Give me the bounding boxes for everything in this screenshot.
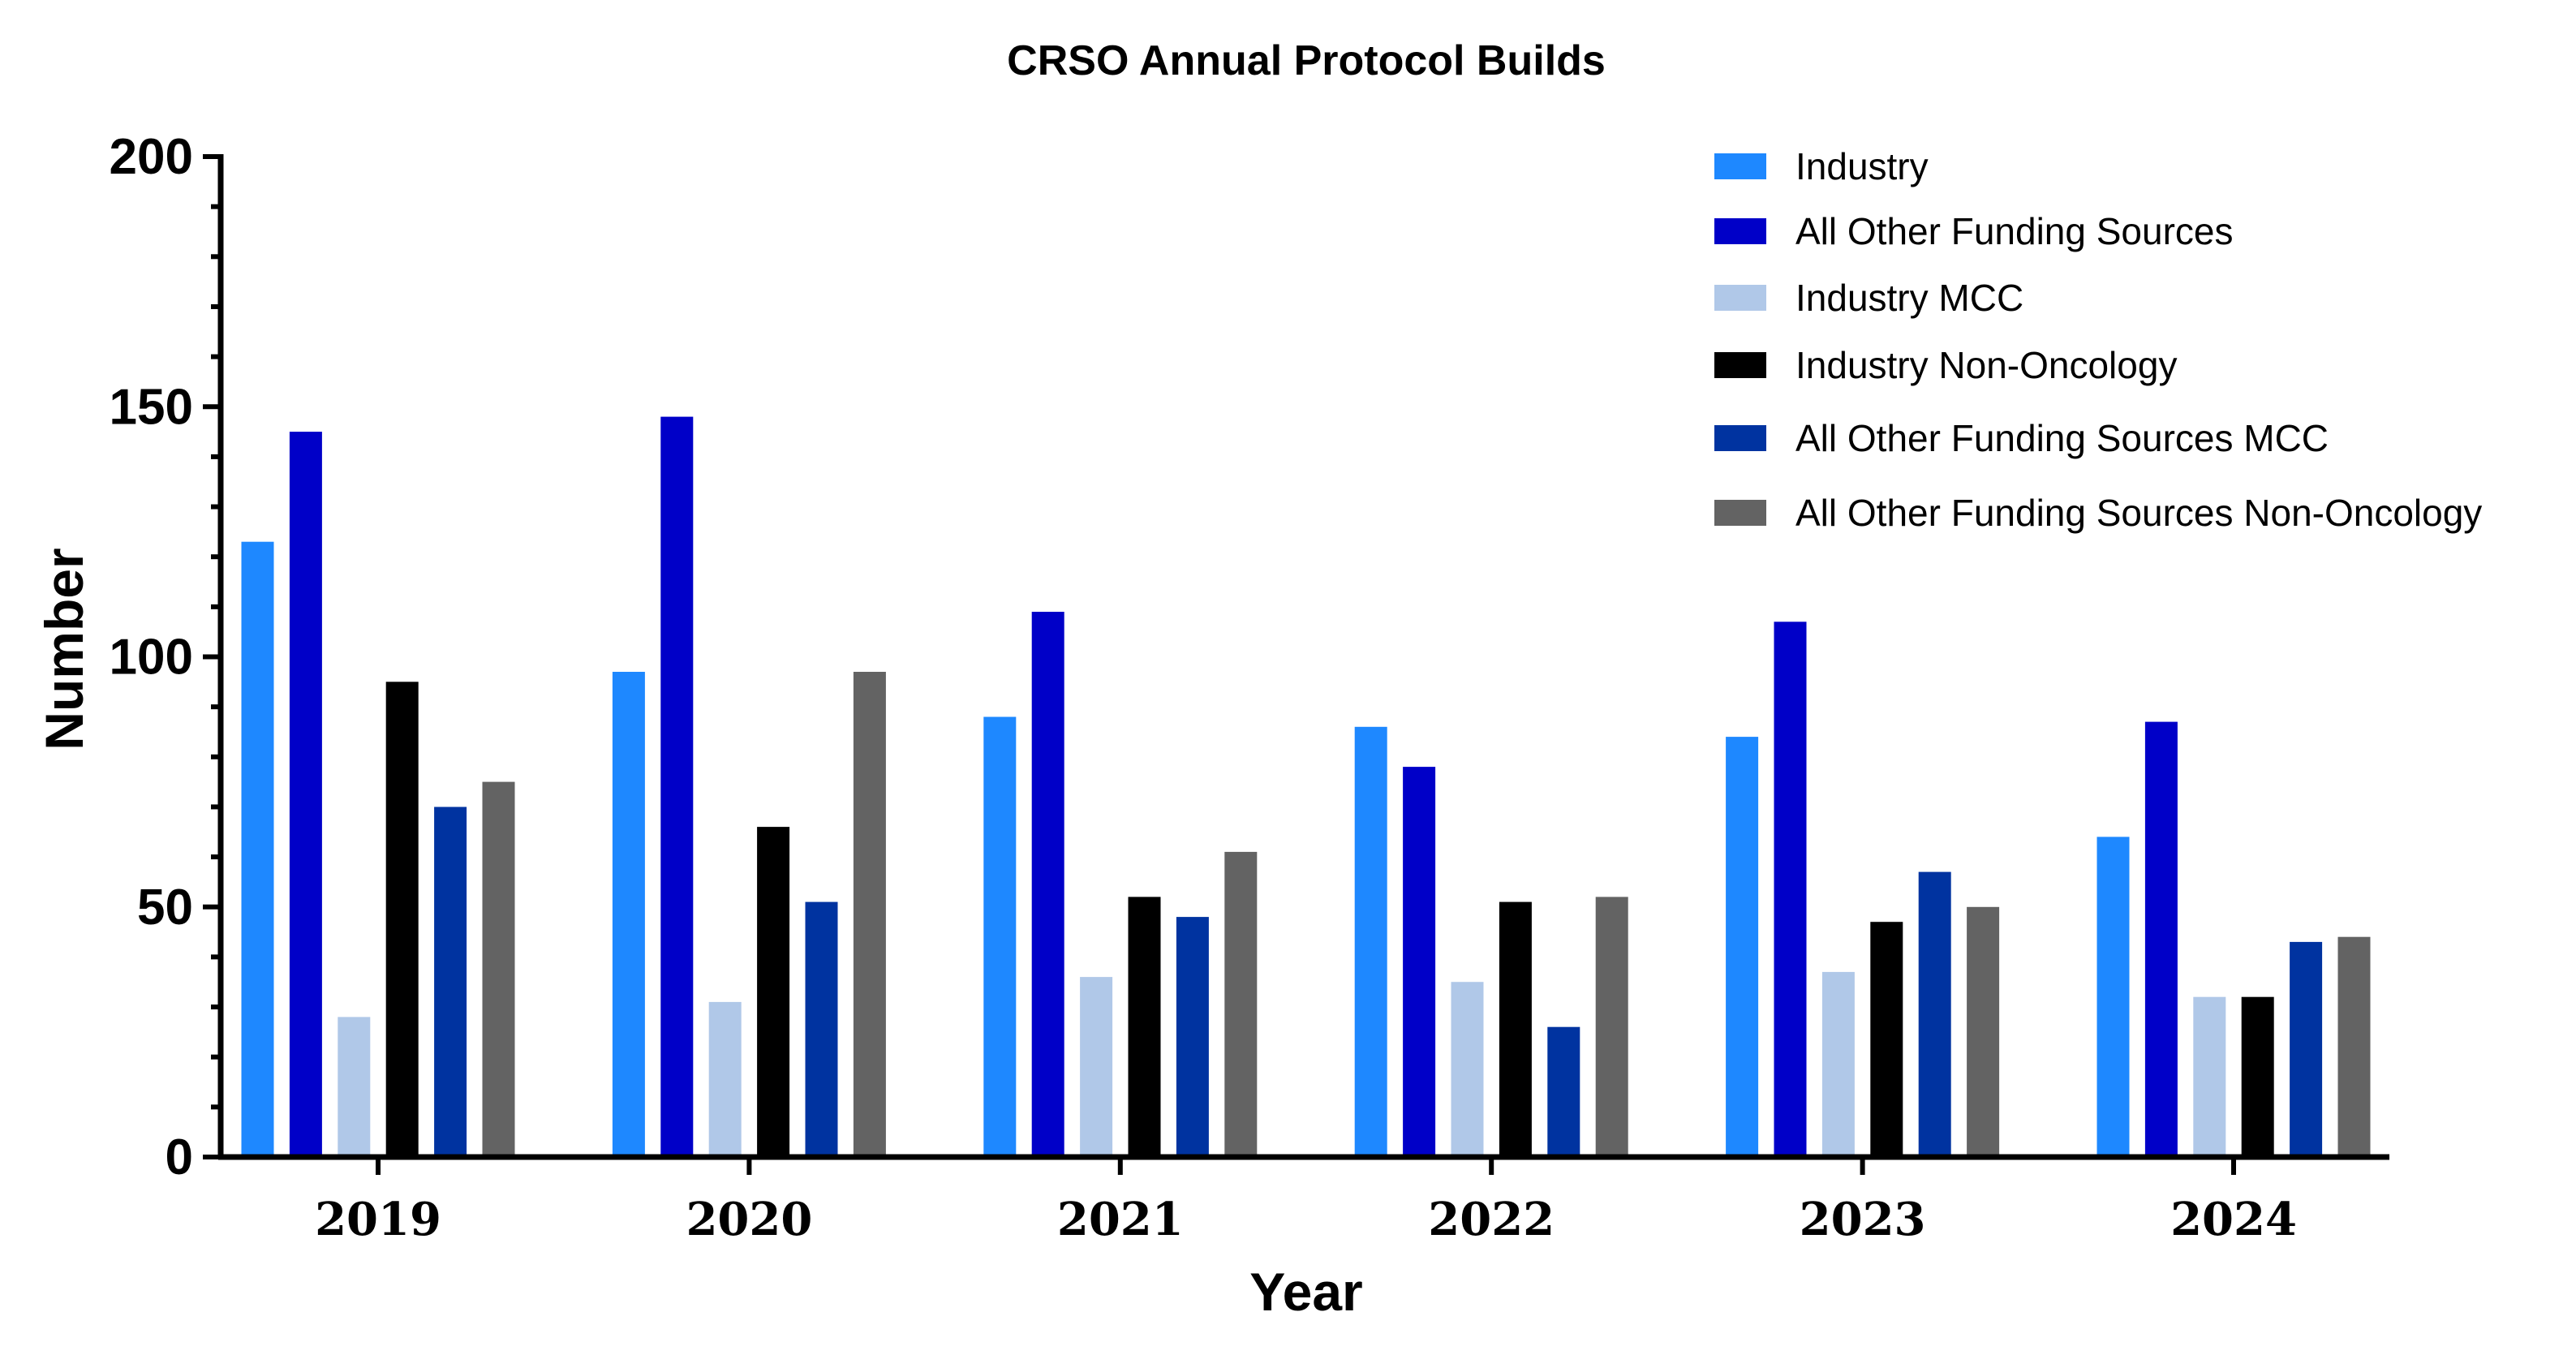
legend-swatch: [1714, 500, 1766, 526]
y-tick-label: 100: [110, 630, 193, 686]
legend-label: All Other Funding Sources: [1795, 210, 2234, 252]
bar-2023-all-other-funding-sources: [1774, 622, 1807, 1157]
bar-2024-all-other-funding-sources: [2144, 721, 2178, 1157]
bar-2020-all-other-funding-sources-mcc: [805, 901, 838, 1157]
y-tick-label: 0: [166, 1129, 193, 1185]
bar-2022-industry: [1354, 726, 1387, 1157]
bar-2021-industry-non-oncology: [1128, 897, 1161, 1157]
x-tick-label: 2023: [1800, 1193, 1926, 1246]
x-tick-label: 2022: [1428, 1193, 1555, 1246]
legend-swatch: [1714, 425, 1766, 451]
bar-2020-all-other-funding-sources-non-oncology: [853, 672, 886, 1157]
legend-label: All Other Funding Sources Non-Oncology: [1795, 492, 2482, 534]
bar-2019-all-other-funding-sources-non-oncology: [482, 781, 515, 1157]
bar-2023-industry-non-oncology: [1870, 922, 1903, 1157]
x-tick-label: 2020: [686, 1193, 812, 1246]
bar-2022-industry-mcc: [1451, 982, 1484, 1157]
bar-2024-industry-mcc: [2193, 996, 2226, 1157]
axes-group: 0 50 100 150 200 2019 2020 2021 2022 2023 2024: [110, 129, 2389, 1246]
bar-2023-all-other-funding-sources-non-oncology: [1967, 906, 2000, 1158]
bar-2021-all-other-funding-sources-non-oncology: [1224, 851, 1258, 1157]
bar-2021-industry-mcc: [1080, 977, 1113, 1157]
legend-label: Industry: [1795, 145, 1929, 187]
bar-2024-all-other-funding-sources-mcc: [2290, 941, 2323, 1157]
bar-2019-industry: [241, 541, 274, 1157]
y-tick-label: 50: [137, 880, 193, 936]
bar-2019-all-other-funding-sources: [289, 432, 322, 1157]
legend-label: Industry MCC: [1795, 277, 2023, 319]
legend-label: Industry Non-Oncology: [1795, 344, 2177, 386]
bar-2022-industry-non-oncology: [1499, 901, 1532, 1157]
legend-swatch: [1714, 352, 1766, 378]
x-axis-label: Year: [1249, 1262, 1362, 1322]
bar-2020-industry-non-oncology: [757, 827, 790, 1157]
bar-2023-industry: [1726, 737, 1759, 1157]
bar-2023-all-other-funding-sources-mcc: [1918, 871, 1951, 1157]
bar-2024-all-other-funding-sources-non-oncology: [2337, 936, 2371, 1157]
x-tick-label: 2021: [1057, 1193, 1184, 1246]
y-axis-label: Number: [34, 548, 94, 750]
chart-title: CRSO Annual Protocol Builds: [1007, 37, 1606, 84]
bar-2019-industry-mcc: [338, 1017, 371, 1157]
bar-2019-industry-non-oncology: [385, 682, 419, 1157]
bar-2021-all-other-funding-sources: [1031, 612, 1064, 1157]
y-tick-label: 200: [110, 129, 193, 185]
x-tick-label: 2024: [2170, 1193, 2297, 1246]
x-tick-label: 2019: [315, 1193, 441, 1246]
bar-2022-all-other-funding-sources-mcc: [1547, 1026, 1580, 1157]
bar-2019-all-other-funding-sources-mcc: [434, 807, 467, 1157]
bar-2024-industry-non-oncology: [2241, 996, 2274, 1157]
bar-2022-all-other-funding-sources-non-oncology: [1595, 897, 1628, 1157]
bar-2020-all-other-funding-sources: [660, 416, 694, 1157]
bars-group: [241, 416, 2371, 1158]
legend-label: All Other Funding Sources MCC: [1795, 417, 2329, 459]
bar-2021-industry: [983, 716, 1017, 1157]
legend-swatch: [1714, 218, 1766, 244]
legend-swatch: [1714, 285, 1766, 311]
bar-2022-all-other-funding-sources: [1403, 767, 1436, 1157]
legend: Industry All Other Funding Sources Industr…: [1714, 145, 2482, 534]
bar-2021-all-other-funding-sources-mcc: [1176, 917, 1209, 1157]
bar-2024-industry: [2096, 837, 2130, 1157]
legend-swatch: [1714, 153, 1766, 179]
bar-2023-industry-mcc: [1821, 971, 1855, 1157]
bar-2020-industry: [612, 672, 645, 1157]
y-tick-label: 150: [110, 379, 193, 435]
bar-2020-industry-mcc: [708, 1001, 742, 1157]
